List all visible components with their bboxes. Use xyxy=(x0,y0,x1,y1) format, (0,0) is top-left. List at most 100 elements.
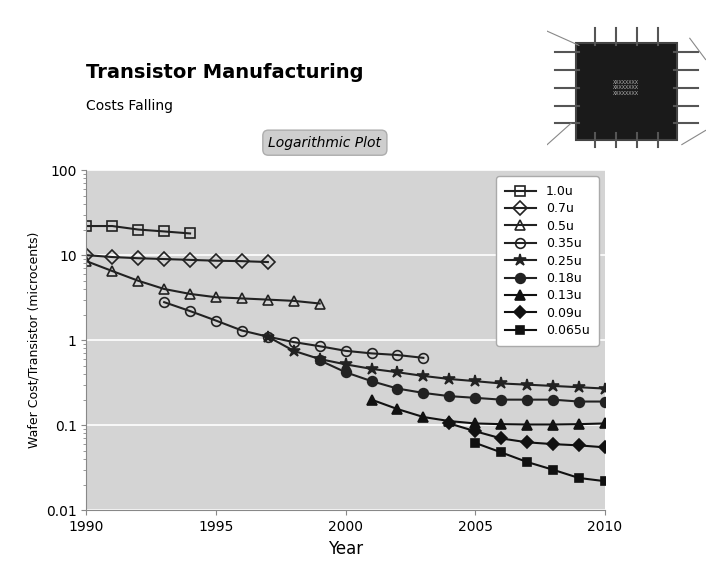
0.25u xyxy=(315,356,324,362)
0.7u xyxy=(108,253,117,260)
Line: 1.0u: 1.0u xyxy=(81,221,195,238)
0.18u xyxy=(549,396,557,403)
0.25u xyxy=(367,366,376,373)
0.25u xyxy=(523,381,531,388)
0.35u xyxy=(341,348,350,354)
0.35u xyxy=(419,354,428,361)
Line: 0.25u: 0.25u xyxy=(261,331,611,395)
0.09u xyxy=(549,441,557,447)
0.065u xyxy=(575,475,583,481)
0.7u xyxy=(264,259,272,265)
0.18u xyxy=(367,378,376,384)
0.18u xyxy=(419,390,428,396)
1.0u xyxy=(108,223,117,230)
0.7u xyxy=(186,256,194,263)
0.25u xyxy=(341,361,350,368)
0.25u xyxy=(497,380,505,387)
0.7u xyxy=(212,257,220,264)
0.25u xyxy=(575,384,583,391)
0.13u xyxy=(471,420,480,427)
0.35u xyxy=(367,350,376,357)
0.5u xyxy=(289,298,298,304)
0.5u xyxy=(315,300,324,307)
Line: 0.13u: 0.13u xyxy=(366,395,610,429)
0.25u xyxy=(445,375,454,382)
0.065u xyxy=(600,478,609,485)
0.18u xyxy=(471,395,480,401)
0.25u xyxy=(471,378,480,384)
0.065u xyxy=(497,449,505,456)
0.7u xyxy=(238,258,246,265)
0.5u xyxy=(82,258,91,265)
0.065u xyxy=(549,466,557,473)
0.13u xyxy=(367,396,376,403)
0.18u xyxy=(393,385,402,392)
0.09u xyxy=(575,442,583,448)
Line: 0.5u: 0.5u xyxy=(81,256,325,308)
Line: 0.35u: 0.35u xyxy=(159,297,428,363)
0.09u xyxy=(523,439,531,446)
0.18u xyxy=(341,369,350,376)
0.09u xyxy=(600,444,609,451)
0.09u xyxy=(497,435,505,442)
0.13u xyxy=(600,420,609,427)
0.35u xyxy=(238,327,246,334)
0.13u xyxy=(497,421,505,428)
Line: 0.18u: 0.18u xyxy=(315,356,610,407)
0.7u xyxy=(134,255,143,261)
0.5u xyxy=(134,277,143,284)
0.35u xyxy=(315,343,324,350)
1.0u xyxy=(134,226,143,233)
0.065u xyxy=(471,439,480,446)
0.13u xyxy=(393,405,402,412)
0.5u xyxy=(212,294,220,301)
Text: Costs Falling: Costs Falling xyxy=(86,99,174,113)
Text: Transistor Manufacturing: Transistor Manufacturing xyxy=(86,63,364,82)
0.18u xyxy=(445,393,454,400)
1.0u xyxy=(160,228,168,235)
0.5u xyxy=(264,296,272,303)
Line: 0.09u: 0.09u xyxy=(445,419,609,451)
Line: 0.065u: 0.065u xyxy=(471,439,609,485)
0.25u xyxy=(549,383,557,390)
Y-axis label: Wafer Cost/Transistor (microcents): Wafer Cost/Transistor (microcents) xyxy=(27,232,40,448)
0.35u xyxy=(393,352,402,358)
0.35u xyxy=(186,308,194,315)
0.09u xyxy=(445,420,454,427)
0.5u xyxy=(160,286,168,293)
0.18u xyxy=(600,398,609,405)
1.0u xyxy=(186,230,194,237)
0.25u xyxy=(419,373,428,379)
0.25u xyxy=(393,369,402,376)
Legend: 1.0u, 0.7u, 0.5u, 0.35u, 0.25u, 0.18u, 0.13u, 0.09u, 0.065u: 1.0u, 0.7u, 0.5u, 0.35u, 0.25u, 0.18u, 0… xyxy=(496,176,598,346)
0.7u xyxy=(160,256,168,263)
0.18u xyxy=(523,396,531,403)
0.18u xyxy=(315,357,324,363)
0.18u xyxy=(497,396,505,403)
Text: XXXXXXXX
XXXXXXXX
XXXXXXXX: XXXXXXXX XXXXXXXX XXXXXXXX xyxy=(613,79,639,96)
0.13u xyxy=(549,421,557,428)
0.065u xyxy=(523,459,531,466)
0.35u xyxy=(212,317,220,324)
0.18u xyxy=(575,398,583,405)
0.13u xyxy=(445,418,454,425)
0.25u xyxy=(264,333,272,340)
0.35u xyxy=(264,333,272,340)
0.13u xyxy=(523,421,531,428)
0.35u xyxy=(289,338,298,345)
0.25u xyxy=(289,348,298,354)
X-axis label: Year: Year xyxy=(328,540,363,557)
0.09u xyxy=(471,428,480,435)
0.7u xyxy=(82,252,91,259)
Text: Logarithmic Plot: Logarithmic Plot xyxy=(269,136,382,150)
0.13u xyxy=(419,413,428,420)
0.5u xyxy=(108,268,117,274)
0.5u xyxy=(238,295,246,302)
FancyBboxPatch shape xyxy=(576,43,677,141)
0.35u xyxy=(160,299,168,306)
1.0u xyxy=(82,223,91,230)
0.13u xyxy=(575,421,583,428)
0.5u xyxy=(186,290,194,297)
Line: 0.7u: 0.7u xyxy=(81,250,273,267)
0.25u xyxy=(600,385,609,392)
